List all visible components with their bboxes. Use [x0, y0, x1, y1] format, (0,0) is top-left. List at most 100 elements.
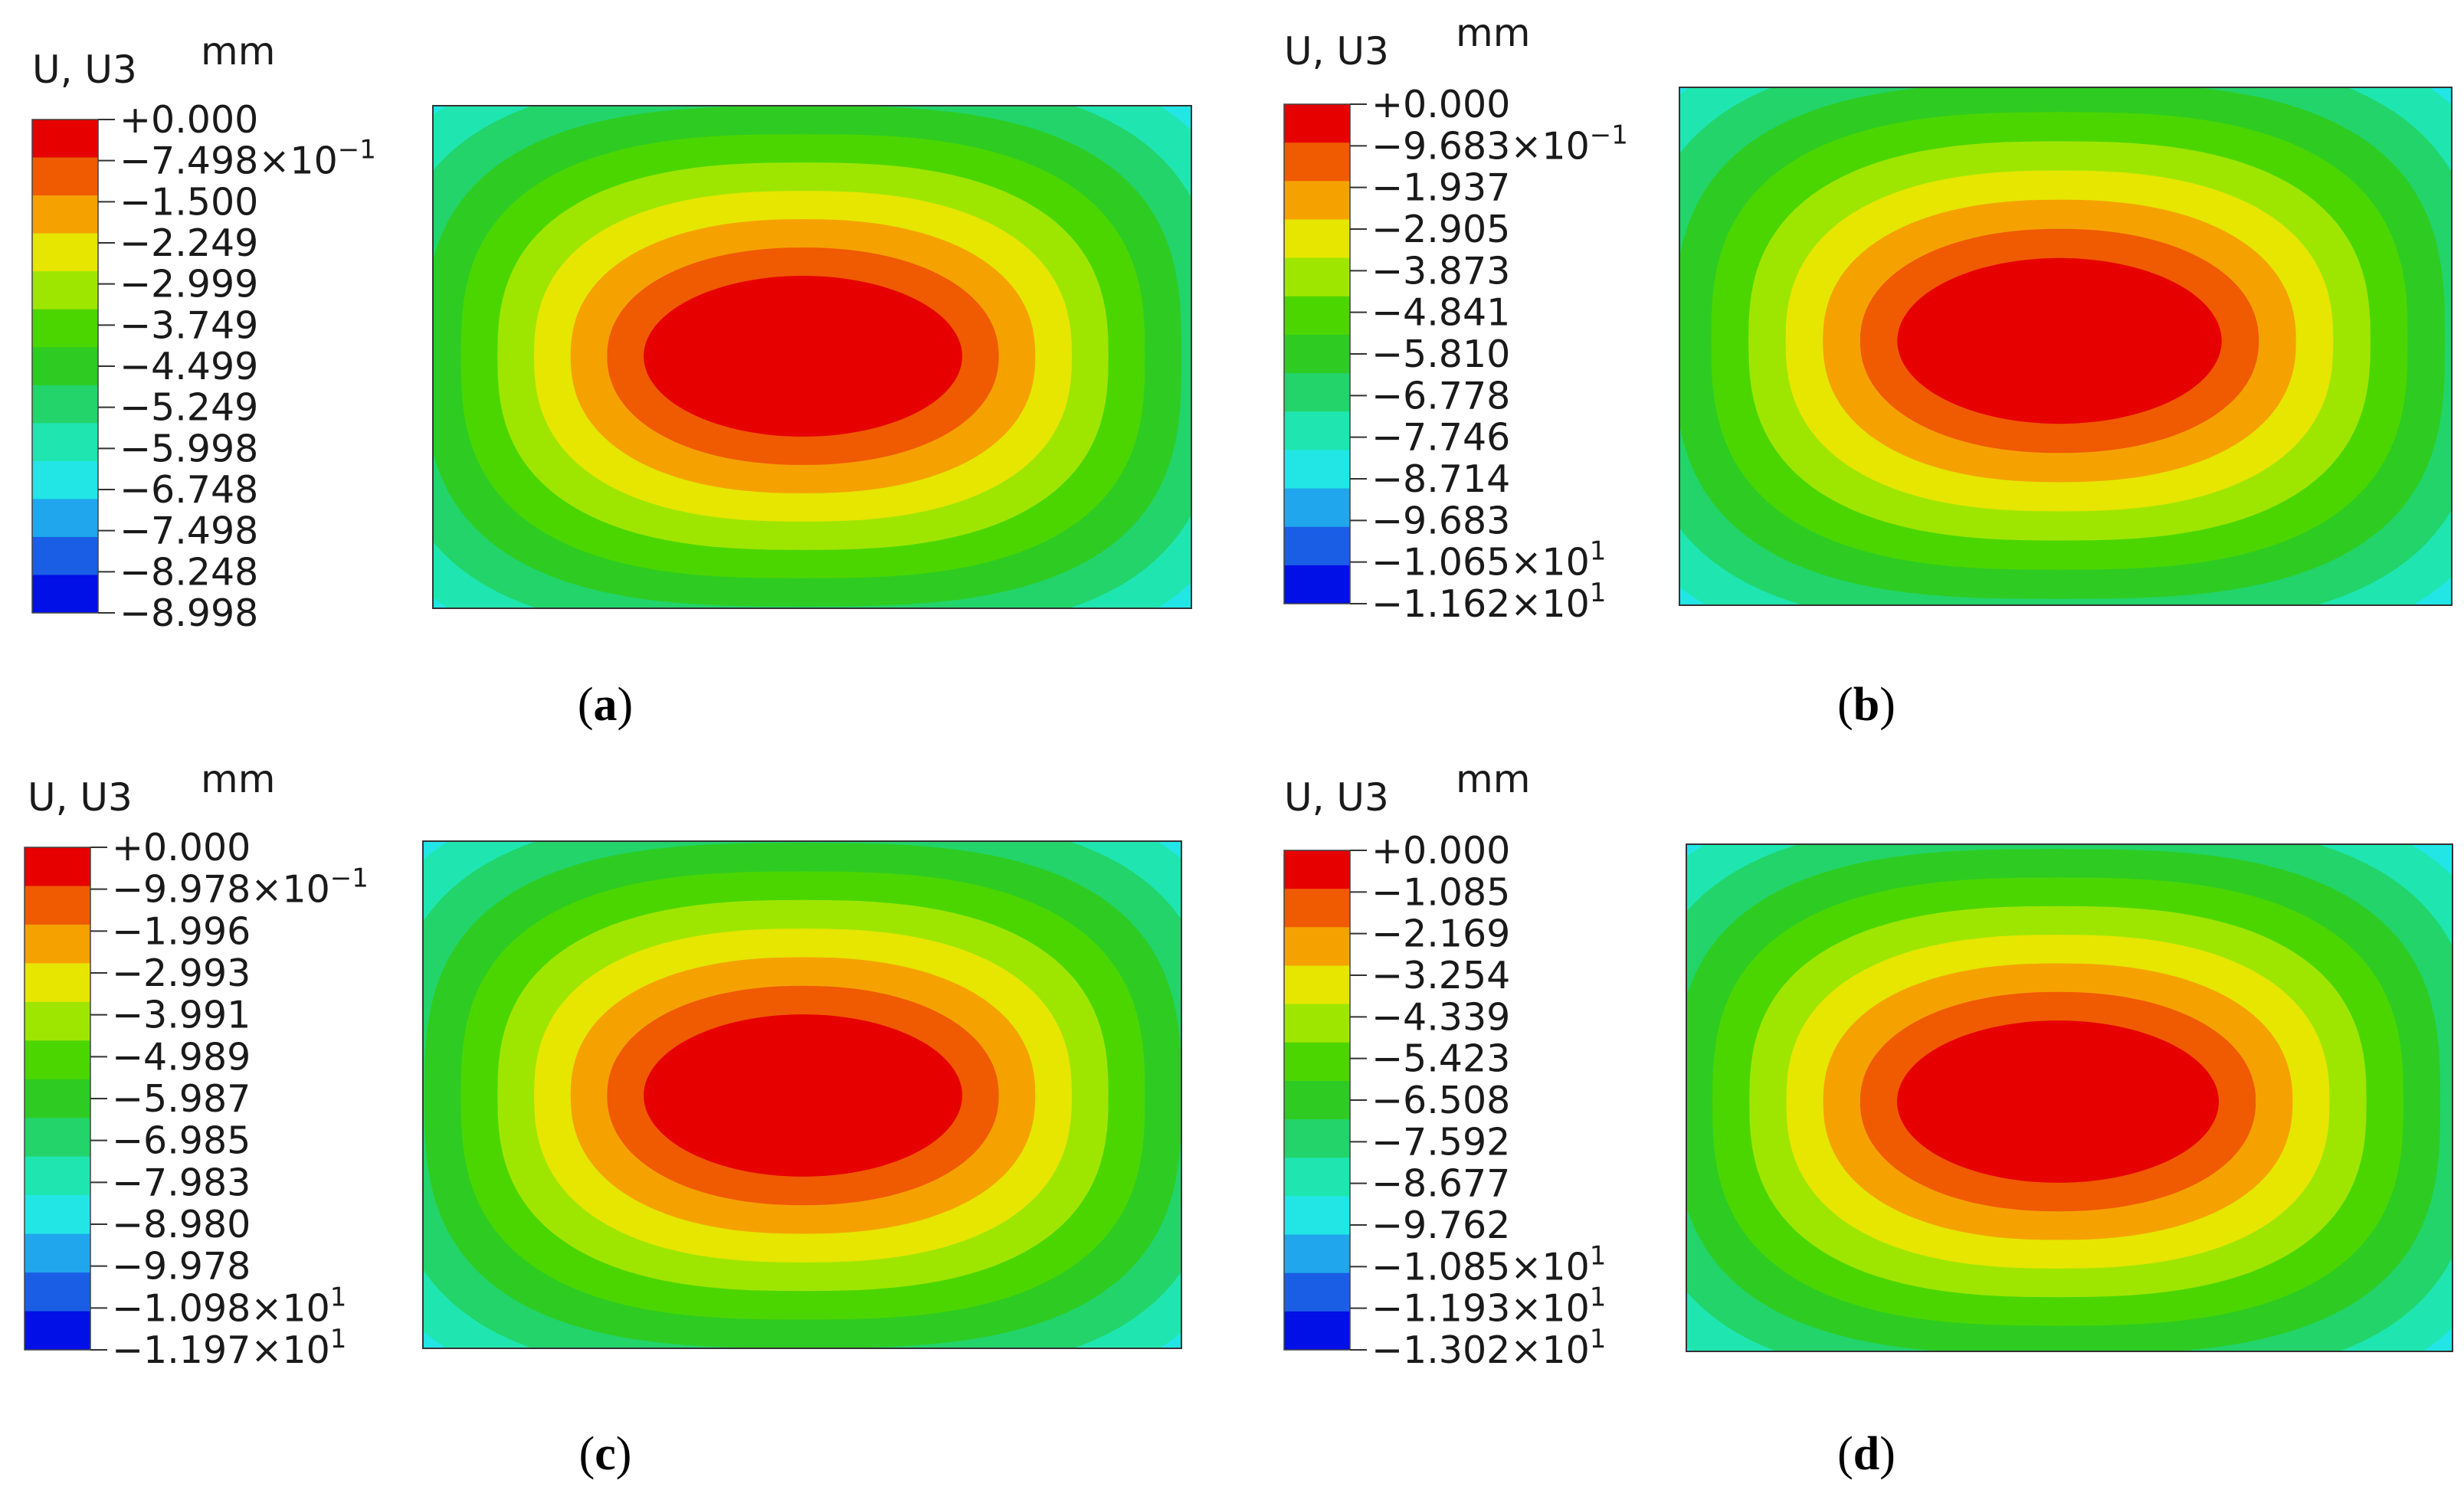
legend-color-bar: [31, 119, 99, 614]
legend-band: [32, 120, 98, 159]
tick-label: −9.683×10−1: [1371, 120, 1628, 168]
tick-label: −8.714: [1371, 457, 1510, 501]
legend-band: [1284, 1119, 1350, 1158]
contour-level: [644, 276, 962, 437]
legend-band: [1284, 1042, 1350, 1082]
legend-band: [32, 347, 98, 386]
tick-label: −2.993: [112, 951, 251, 995]
plate-outline: [1686, 843, 2453, 1352]
legend-band: [1284, 181, 1350, 220]
tick-label: −2.999: [120, 263, 258, 306]
tick-label: −4.989: [112, 1035, 251, 1079]
tick-label: −4.339: [1371, 995, 1510, 1039]
panel-c: U, U3 mm +0.000−9.978×10−1−1.996−2.993−3…: [24, 757, 1182, 1480]
tick-label: −1.937: [1371, 166, 1510, 210]
contour-level: [1897, 1020, 2219, 1183]
legend-band: [1284, 1196, 1350, 1236]
legend-band: [32, 575, 98, 614]
contour-plot: [1679, 87, 2452, 605]
tick-label: −9.978×10−1: [112, 863, 369, 912]
tick-label: −2.905: [1371, 208, 1510, 251]
contour-plot: [423, 841, 1181, 1348]
tick-label: +0.000: [112, 826, 251, 870]
legend-band: [32, 309, 98, 348]
legend-band: [32, 271, 98, 310]
legend-band: [32, 423, 98, 462]
unit-label: mm: [201, 29, 275, 74]
legend-band: [25, 886, 90, 925]
tick-label: −1.197×101: [112, 1324, 346, 1372]
legend-band: [1284, 526, 1350, 566]
tick-label: −3.254: [1371, 954, 1510, 997]
legend-band: [1284, 1272, 1350, 1312]
tick-label: −7.983: [112, 1161, 251, 1204]
tick-label: −3.991: [112, 994, 251, 1037]
legend-band: [32, 460, 98, 499]
legend-band: [32, 385, 98, 424]
legend-band: [25, 1311, 90, 1351]
legend-band: [1284, 1080, 1350, 1120]
legend-band: [1284, 965, 1350, 1005]
tick-label: −5.998: [120, 427, 258, 470]
legend-band: [1284, 1004, 1350, 1043]
tick-label: −1.500: [120, 180, 258, 224]
tick-label: −8.677: [1371, 1162, 1510, 1206]
legend-band: [25, 963, 90, 1003]
legend-band: [1284, 1311, 1350, 1351]
caption: (c): [579, 1428, 632, 1480]
legend-band: [32, 195, 98, 234]
legend-tick-labels: +0.000−9.978×10−1−1.996−2.993−3.991−4.98…: [90, 826, 369, 1372]
legend-band: [25, 1272, 90, 1312]
legend-tick-labels: +0.000−1.085−2.169−3.254−4.339−5.423−6.5…: [1350, 829, 1606, 1372]
unit-label: mm: [1456, 11, 1530, 55]
legend-title: U, U3: [1284, 775, 1389, 820]
legend-band: [1284, 450, 1350, 490]
legend-band: [25, 1195, 90, 1235]
legend-band: [1284, 142, 1350, 182]
caption: (b): [1837, 679, 1896, 731]
plate-outline: [432, 105, 1192, 609]
tick-label: −6.508: [1371, 1079, 1510, 1122]
tick-label: −4.499: [120, 345, 258, 388]
panel-b: U, U3 mm +0.000−9.683×10−1−1.937−2.905−3…: [1283, 11, 2453, 731]
unit-label: mm: [1456, 757, 1530, 801]
legend-tick-labels: +0.000−9.683×10−1−1.937−2.905−3.873−4.84…: [1350, 83, 1628, 626]
tick-label: −1.065×101: [1371, 536, 1606, 585]
tick-label: −3.749: [120, 303, 258, 347]
tick-label: −2.249: [120, 221, 258, 265]
legend-band: [1284, 334, 1350, 374]
legend-band: [25, 1118, 90, 1158]
contour-level: [644, 1014, 962, 1177]
tick-label: +0.000: [1371, 83, 1510, 126]
legend-title: U, U3: [28, 775, 133, 820]
legend-band: [25, 1079, 90, 1118]
legend-band: [1284, 565, 1350, 604]
tick-label: −8.248: [120, 550, 258, 594]
tick-label: −7.498×10−1: [120, 135, 376, 183]
contour-plot: [433, 106, 1191, 608]
legend-band: [1284, 373, 1350, 412]
caption: (d): [1837, 1428, 1896, 1480]
tick-label: +0.000: [1371, 829, 1510, 873]
tick-label: −8.998: [120, 591, 258, 635]
tick-label: −4.841: [1371, 291, 1510, 335]
contour-level: [1897, 257, 2222, 424]
tick-label: −9.683: [1371, 499, 1510, 542]
caption: (a): [578, 679, 633, 731]
legend-band: [25, 1001, 90, 1041]
tick-label: −6.748: [120, 468, 258, 512]
tick-label: −6.778: [1371, 374, 1510, 418]
legend-band: [25, 1233, 90, 1273]
tick-label: −1.098×101: [112, 1282, 346, 1330]
legend-band: [1284, 1234, 1350, 1274]
legend-band: [25, 924, 90, 964]
panel-d: U, U3 mm +0.000−1.085−2.169−3.254−4.339−…: [1283, 757, 2453, 1480]
plate-outline: [422, 840, 1182, 1349]
legend-band: [32, 233, 98, 272]
legend-band: [1284, 411, 1350, 450]
legend-color-bar: [1283, 850, 1351, 1351]
tick-label: −5.810: [1371, 332, 1510, 376]
legend-band: [1284, 1158, 1350, 1197]
tick-label: −1.162×101: [1371, 578, 1606, 626]
